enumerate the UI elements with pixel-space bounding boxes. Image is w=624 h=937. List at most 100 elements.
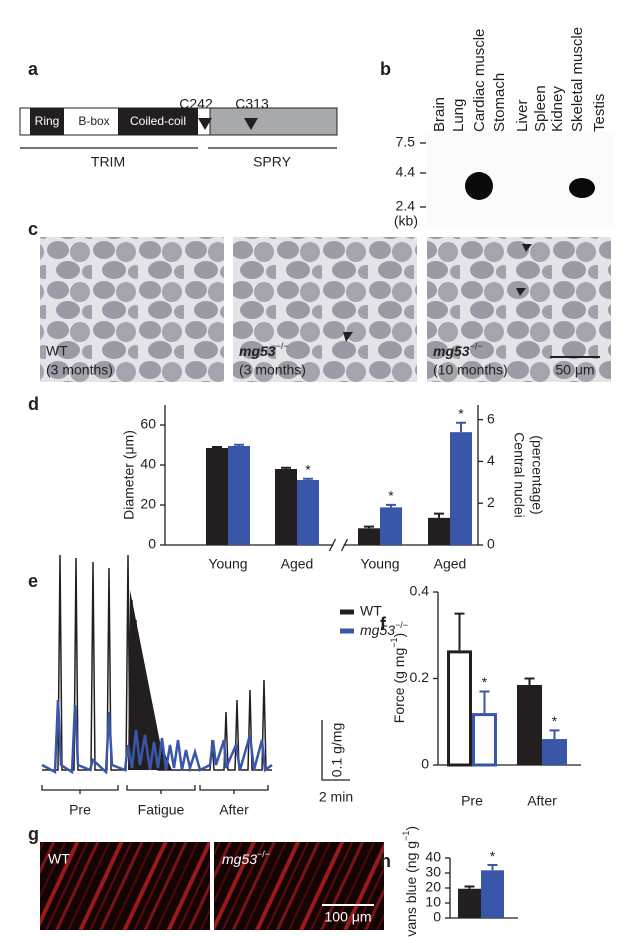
lane-label: Kidney [549, 86, 566, 132]
error-bar [212, 446, 222, 448]
x-tick-label: Young [208, 556, 247, 572]
micrograph [233, 237, 417, 382]
lane-labels: Brain Lung Cardiac muscle Stomach Liver Splee… [431, 27, 608, 132]
panel-label: h [380, 851, 391, 871]
y-tick-label: 0 [421, 756, 429, 772]
site-label: C242 [179, 96, 213, 112]
y-tick-label: 0.4 [410, 583, 430, 599]
bar [458, 888, 481, 918]
lane-label: Stomach [491, 73, 508, 132]
panel-label: a [28, 59, 39, 79]
error-bar [549, 729, 560, 740]
domain-label: Coiled-coil [130, 114, 186, 128]
phase-label: After [219, 802, 249, 818]
panel-label: e [28, 571, 38, 591]
fluorescence-image [40, 842, 210, 930]
y-tick-label: 10 [425, 894, 441, 910]
fluorescence-image [214, 842, 384, 930]
significance-mark: * [458, 405, 464, 421]
scale-label: 50 μm [555, 362, 594, 378]
lane-label: Lung [450, 99, 467, 132]
image-label: mg53−/− [239, 341, 289, 358]
error-bar [524, 677, 535, 685]
bar [297, 480, 319, 545]
x-tick-label: Aged [434, 556, 467, 572]
site-label: C313 [235, 96, 269, 112]
lane-label: Spleen [532, 85, 549, 132]
image-label: (3 months) [46, 362, 113, 378]
x-tick-label: Aged [281, 556, 314, 572]
y2-axis-label: Central nuclei [511, 432, 527, 518]
error-bar [303, 477, 313, 480]
y-axis-label: Diameter (μm) [121, 430, 137, 520]
error-bar [364, 525, 374, 529]
error-bar [487, 864, 498, 871]
bar [450, 432, 472, 545]
panel-label: c [28, 219, 38, 239]
error-bar [281, 466, 291, 469]
bar [206, 448, 228, 545]
image-label: mg53−/− [222, 849, 270, 866]
y2-tick-label: 2 [487, 494, 495, 510]
northern-blot [420, 132, 615, 227]
bar [542, 739, 567, 765]
lane-label: Liver [514, 99, 531, 132]
panel-label: b [380, 59, 391, 79]
phase-label: Fatigue [138, 802, 185, 818]
x-tick-label: After [527, 793, 557, 809]
significance-mark: * [305, 462, 311, 478]
bar [472, 713, 497, 767]
domain-label: Ring [35, 114, 60, 128]
bar [517, 684, 542, 765]
region-label: TRIM [91, 154, 125, 170]
bar [275, 469, 297, 545]
error-bar [234, 443, 244, 446]
image-label: mg53−/− [433, 341, 483, 358]
y-axis-label: Force (g mg−1) [389, 633, 406, 723]
phase-label: Pre [69, 802, 91, 818]
lane-label: Cardiac muscle [471, 29, 488, 132]
bar [447, 650, 472, 767]
y-tick-label: 40 [425, 849, 441, 865]
bar [481, 870, 504, 918]
x-tick-label: Pre [461, 793, 483, 809]
significance-mark: * [490, 848, 496, 864]
legend-label: mg53−/− [360, 620, 408, 637]
size-marker: 2.4 [396, 198, 416, 214]
y2-tick-label: 6 [487, 410, 495, 426]
y-tick-label: 20 [425, 879, 441, 895]
y-tick-label: 60 [140, 416, 156, 432]
error-bar [464, 885, 475, 889]
scale-label: 2 min [319, 789, 353, 805]
lane-label: Testis [591, 94, 608, 132]
scale-label: 100 μm [325, 909, 372, 925]
error-bar [434, 512, 444, 518]
y2-tick-label: 4 [487, 452, 495, 468]
image-label: WT [48, 851, 70, 867]
micrograph [40, 237, 224, 382]
image-label: (3 months) [239, 362, 306, 378]
y-tick-label: 20 [140, 496, 156, 512]
bar [228, 446, 250, 545]
significance-mark: * [482, 674, 488, 690]
panel-label: d [28, 394, 39, 414]
size-unit: (kb) [394, 213, 418, 229]
image-label: (10 months) [433, 362, 508, 378]
scale-label: 0.1 g/mg [329, 723, 345, 777]
y2-axis-label: (percentage) [529, 435, 545, 514]
y-tick-label: 40 [140, 456, 156, 472]
y-tick-label: 30 [425, 864, 441, 880]
image-label: WT [46, 343, 68, 359]
y-axis-label: Evans blue (ng g−1) [401, 826, 418, 937]
lane-label: Skeletal muscle [569, 27, 586, 132]
size-marker: 7.5 [396, 134, 416, 150]
y-tick-label: 0 [433, 909, 441, 925]
error-bar [386, 503, 396, 508]
panel-label: f [380, 614, 387, 634]
x-tick-label: Young [360, 556, 399, 572]
domain-label: B-box [78, 114, 109, 128]
legend-label: WT [360, 603, 382, 619]
y-tick-label: 0 [148, 536, 156, 552]
micrograph [427, 237, 611, 382]
